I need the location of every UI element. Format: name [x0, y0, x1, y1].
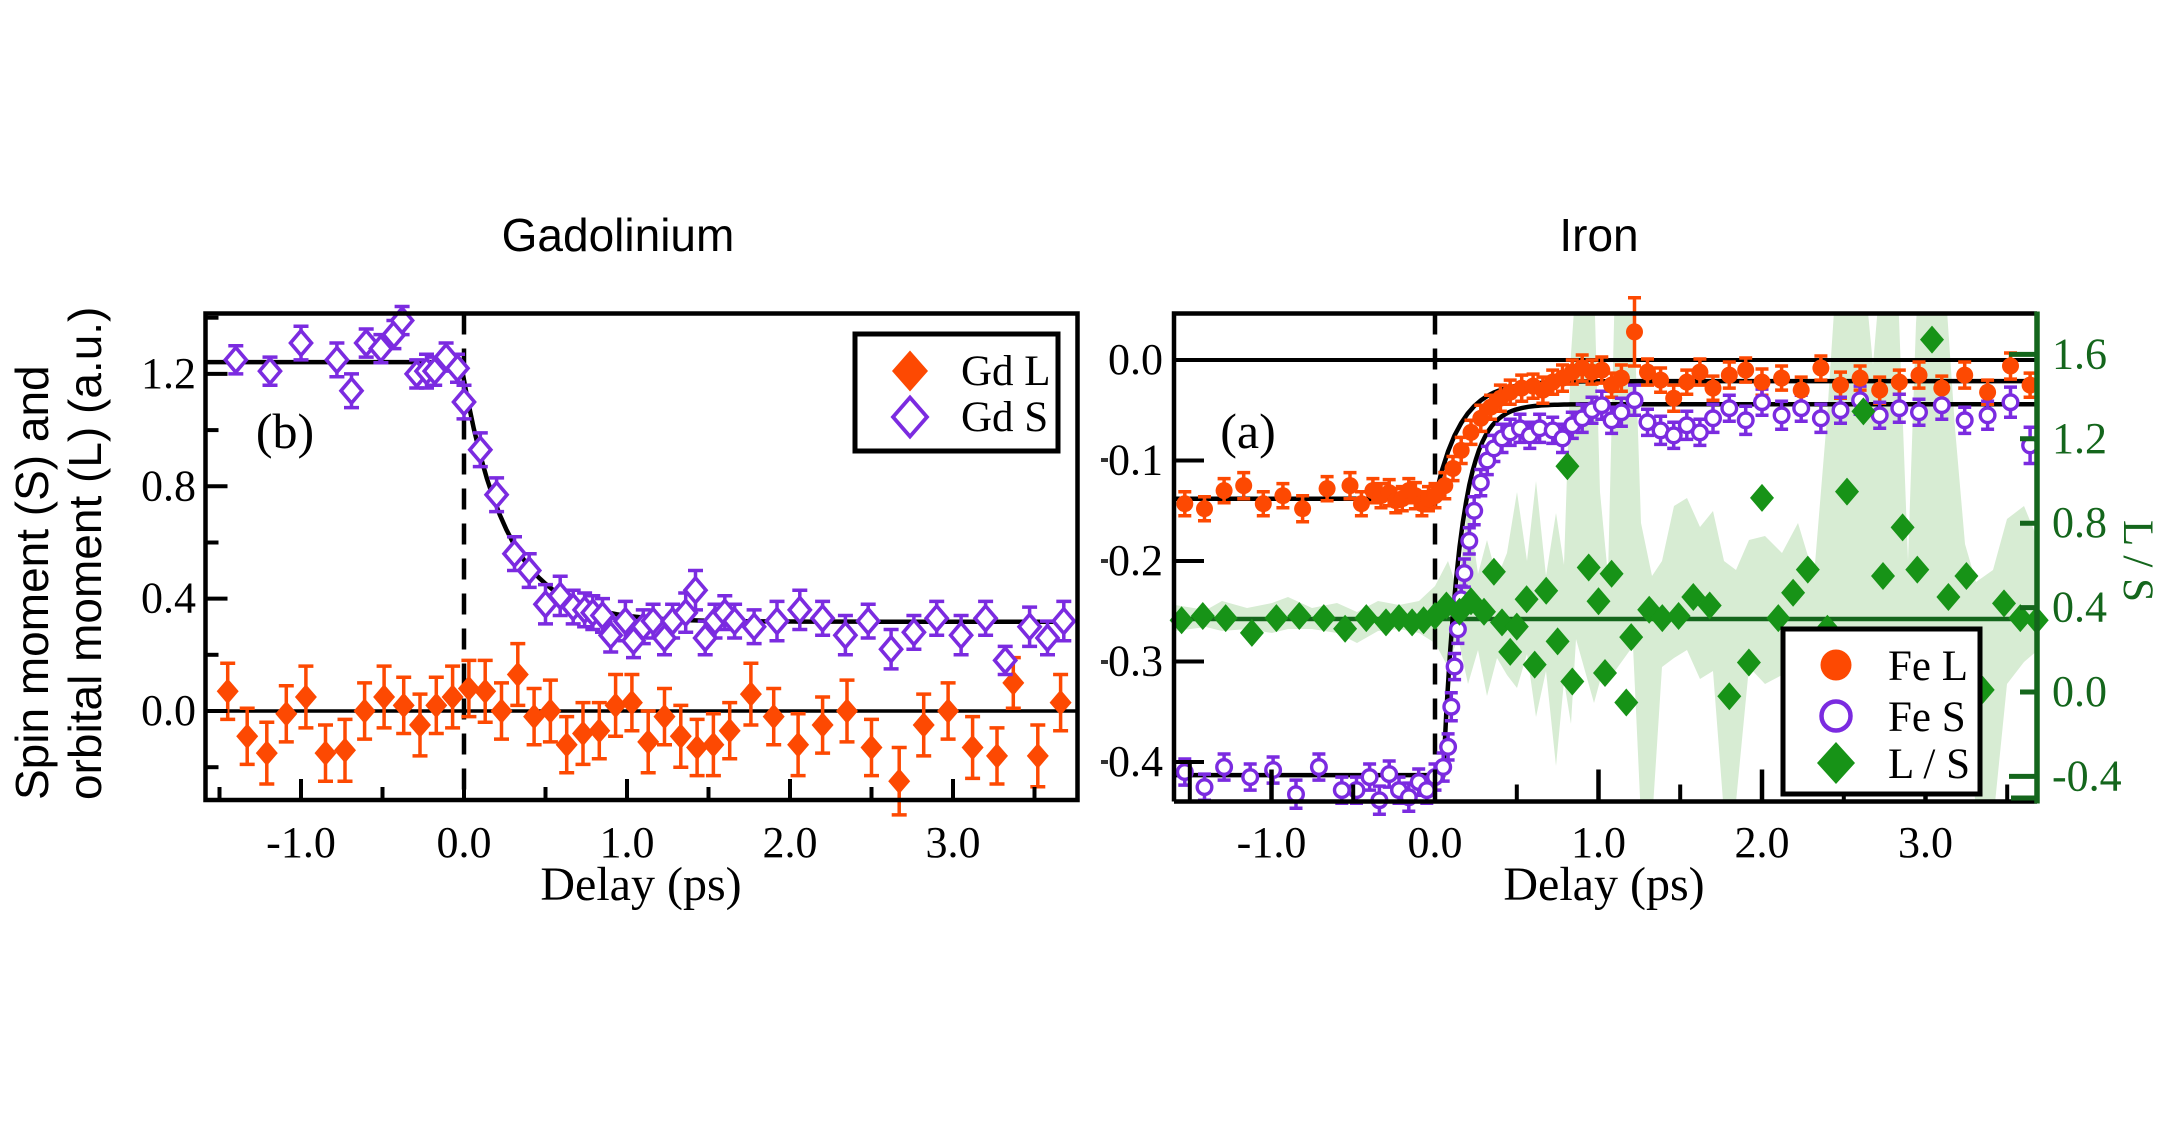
svg-text:1.2: 1.2	[141, 349, 196, 398]
svg-text:Delay (ps): Delay (ps)	[540, 858, 741, 911]
svg-text:L / S: L / S	[1888, 741, 1970, 788]
svg-text:-1.0: -1.0	[1237, 818, 1307, 867]
svg-text:0.0: 0.0	[2052, 667, 2107, 716]
svg-text:Fe L: Fe L	[1888, 643, 1968, 690]
svg-text:-0.4: -0.4	[2052, 751, 2122, 800]
svg-text:0.0: 0.0	[437, 818, 492, 867]
svg-text:orbital moment (L) (a.u.): orbital moment (L) (a.u.)	[59, 307, 111, 800]
svg-text:Fe S: Fe S	[1888, 694, 1966, 741]
svg-text:Spin moment (S) and: Spin moment (S) and	[6, 365, 58, 800]
svg-text:3.0: 3.0	[1898, 818, 1953, 867]
svg-text:0.4: 0.4	[1108, 737, 1163, 786]
svg-text:2.0: 2.0	[1735, 818, 1790, 867]
svg-text:Gd S: Gd S	[961, 394, 1048, 441]
svg-text:(a): (a)	[1220, 403, 1276, 459]
svg-text:0.8: 0.8	[141, 461, 196, 510]
svg-text:1.2: 1.2	[2052, 414, 2107, 463]
svg-text:2.0: 2.0	[763, 818, 818, 867]
svg-text:1.6: 1.6	[2052, 329, 2107, 378]
svg-text:1.0: 1.0	[600, 818, 655, 867]
svg-text:0.4: 0.4	[141, 574, 196, 623]
svg-text:-1.0: -1.0	[266, 818, 336, 867]
svg-text:0.0: 0.0	[1408, 818, 1463, 867]
svg-text:L / S: L / S	[2114, 520, 2161, 602]
svg-text:Gd L: Gd L	[961, 348, 1051, 395]
svg-text:Delay (ps): Delay (ps)	[1503, 858, 1704, 911]
svg-text:3.0: 3.0	[926, 818, 981, 867]
svg-text:Gadolinium: Gadolinium	[502, 209, 735, 261]
svg-text:0.4: 0.4	[2052, 583, 2107, 632]
svg-text:(b): (b)	[256, 403, 314, 459]
svg-text:0.0: 0.0	[1108, 335, 1163, 384]
svg-text:1.0: 1.0	[1571, 818, 1626, 867]
svg-text:0.2: 0.2	[1108, 536, 1163, 585]
svg-text:0.1: 0.1	[1108, 436, 1163, 485]
svg-text:0.0: 0.0	[141, 686, 196, 735]
svg-text:0.8: 0.8	[2052, 498, 2107, 547]
svg-text:0.3: 0.3	[1108, 637, 1163, 686]
svg-text:Iron: Iron	[1559, 209, 1638, 261]
